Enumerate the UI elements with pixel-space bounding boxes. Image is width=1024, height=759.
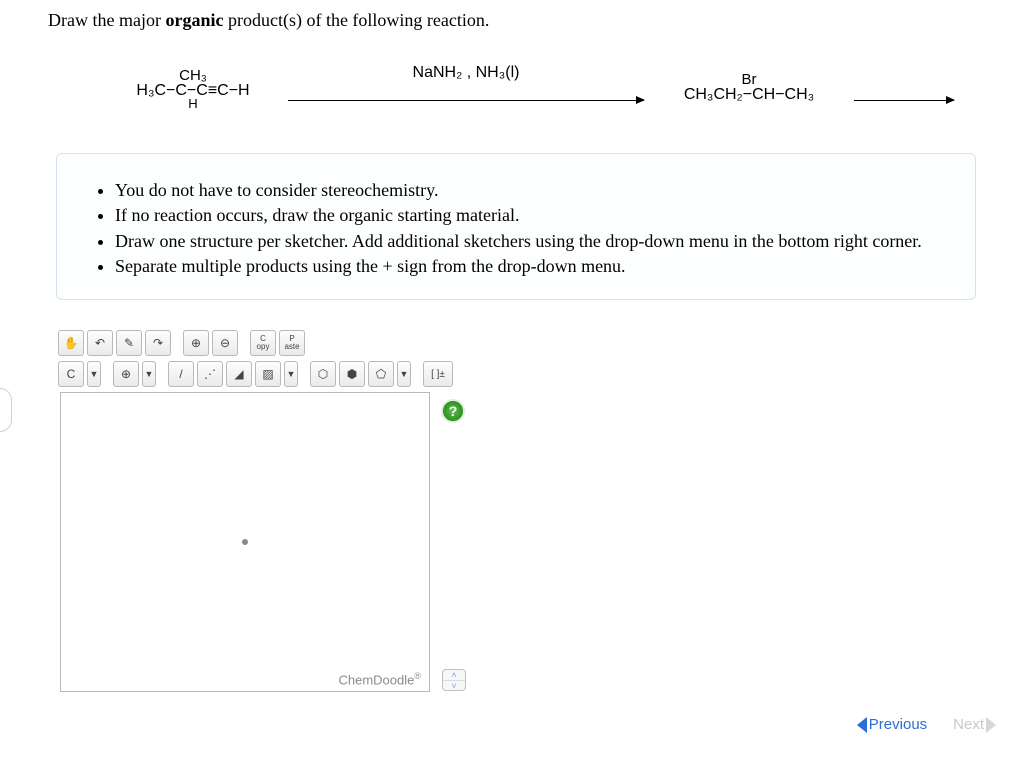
chevron-right-icon	[986, 717, 996, 733]
zoom-in-button[interactable]: ⊕	[183, 330, 209, 356]
step2-top: Br	[654, 72, 844, 87]
paste-button[interactable]: P aste	[279, 330, 305, 356]
page: Draw the major organic product(s) of the…	[0, 0, 1024, 702]
atom-dropdown[interactable]: ▼	[87, 361, 101, 387]
plus-icon: ⊕	[121, 367, 131, 381]
eraser-button[interactable]: ✎	[116, 330, 142, 356]
atom-label: C	[67, 367, 76, 381]
toolbar-top: ✋ ↶ ✎ ↷ ⊕ ⊖ C opy P aste	[58, 330, 468, 356]
undo-icon: ↶	[95, 336, 105, 350]
add-dropdown[interactable]: ▼	[142, 361, 156, 387]
reagent-label: NaNH₂ , NH₃(l)	[288, 64, 644, 108]
chemdoodle-brand: ChemDoodle®	[338, 671, 421, 687]
add-button[interactable]: ⊕	[113, 361, 139, 387]
paste-label: P aste	[284, 335, 299, 351]
previous-label: Previous	[869, 716, 927, 733]
hash-bond-button[interactable]: ▨	[255, 361, 281, 387]
charge-label: [ ]±	[431, 369, 445, 380]
eraser-icon: ✎	[124, 336, 134, 350]
sketcher-canvas[interactable]: ? ChemDoodle®	[60, 392, 430, 692]
sketcher: ✋ ↶ ✎ ↷ ⊕ ⊖ C opy P aste C ▼ ⊕ ▼ / ⋰ ◢ ▨…	[58, 330, 468, 692]
atom-button[interactable]: C	[58, 361, 84, 387]
brand-text: ChemDoodle	[338, 672, 414, 687]
undo-button[interactable]: ↶	[87, 330, 113, 356]
step2-reagent: Br CH₃CH₂−CH−CH₃	[654, 72, 844, 106]
instruction-item: You do not have to consider stereochemis…	[115, 178, 945, 202]
question-prefix: Draw the major	[48, 10, 165, 30]
nav-buttons: Previous Next	[857, 716, 996, 733]
wedge-bond-icon: ◢	[234, 367, 243, 381]
redo-button[interactable]: ↷	[145, 330, 171, 356]
instructions-list: You do not have to consider stereochemis…	[87, 178, 945, 278]
help-button[interactable]: ?	[441, 399, 465, 423]
next-label: Next	[953, 716, 984, 733]
hand-tool-button[interactable]: ✋	[58, 330, 84, 356]
zoom-out-icon: ⊖	[220, 336, 230, 350]
instructions-box: You do not have to consider stereochemis…	[56, 153, 976, 300]
reaction-arrow-2	[854, 100, 954, 101]
single-bond-icon: /	[179, 367, 182, 381]
bond-dropdown[interactable]: ▼	[284, 361, 298, 387]
hexagon-icon: ⬡	[318, 367, 328, 381]
instruction-item: Draw one structure per sketcher. Add add…	[115, 229, 945, 253]
next-button[interactable]: Next	[953, 716, 996, 733]
redo-icon: ↷	[153, 336, 163, 350]
reactant-top: CH₃	[108, 68, 278, 83]
stepper-up-icon[interactable]: ˄	[443, 670, 465, 681]
question-text: Draw the major organic product(s) of the…	[48, 10, 984, 31]
zoom-out-button[interactable]: ⊖	[212, 330, 238, 356]
pentagon-button[interactable]: ⬠	[368, 361, 394, 387]
zoom-in-icon: ⊕	[191, 336, 201, 350]
benzene-icon: ⬢	[347, 367, 357, 381]
charge-button[interactable]: [ ]±	[423, 361, 453, 387]
reactant-bot: H	[108, 99, 278, 109]
single-bond-button[interactable]: /	[168, 361, 194, 387]
step2-mid: CH₃CH₂−CH−CH₃	[654, 87, 844, 103]
brand-reg: ®	[414, 671, 421, 681]
reactant-structure: CH₃ H₃C−C−C≡C−H H	[108, 68, 278, 109]
previous-button[interactable]: Previous	[857, 716, 927, 733]
instruction-item: If no reaction occurs, draw the organic …	[115, 203, 945, 227]
instruction-item: Separate multiple products using the + s…	[115, 254, 945, 278]
stepper-down-icon[interactable]: ˅	[443, 681, 465, 691]
help-icon: ?	[449, 403, 458, 419]
question-suffix: product(s) of the following reaction.	[223, 10, 489, 30]
hash-bond-icon: ▨	[262, 367, 273, 381]
tray-handle[interactable]	[0, 388, 12, 432]
ring-dropdown[interactable]: ▼	[397, 361, 411, 387]
reaction-scheme: CH₃ H₃C−C−C≡C−H H NaNH₂ , NH₃(l) Br CH₃C…	[108, 53, 954, 125]
wedge-bond-button[interactable]: ◢	[226, 361, 252, 387]
chevron-left-icon	[857, 717, 867, 733]
dashed-bond-button[interactable]: ⋰	[197, 361, 223, 387]
reaction-arrow-1	[288, 100, 644, 101]
copy-label: C opy	[257, 335, 270, 351]
copy-button[interactable]: C opy	[250, 330, 276, 356]
question-bold: organic	[165, 10, 223, 30]
toolbar-bottom: C ▼ ⊕ ▼ / ⋰ ◢ ▨ ▼ ⬡ ⬢ ⬠ ▼ [ ]±	[58, 361, 468, 387]
pentagon-icon: ⬠	[376, 367, 386, 381]
benzene-button[interactable]: ⬢	[339, 361, 365, 387]
hexagon-button[interactable]: ⬡	[310, 361, 336, 387]
hand-icon: ✋	[64, 336, 79, 350]
sketcher-stepper[interactable]: ˄ ˅	[442, 669, 466, 691]
dashed-bond-icon: ⋰	[204, 367, 216, 381]
atom-placeholder-dot	[242, 539, 248, 545]
